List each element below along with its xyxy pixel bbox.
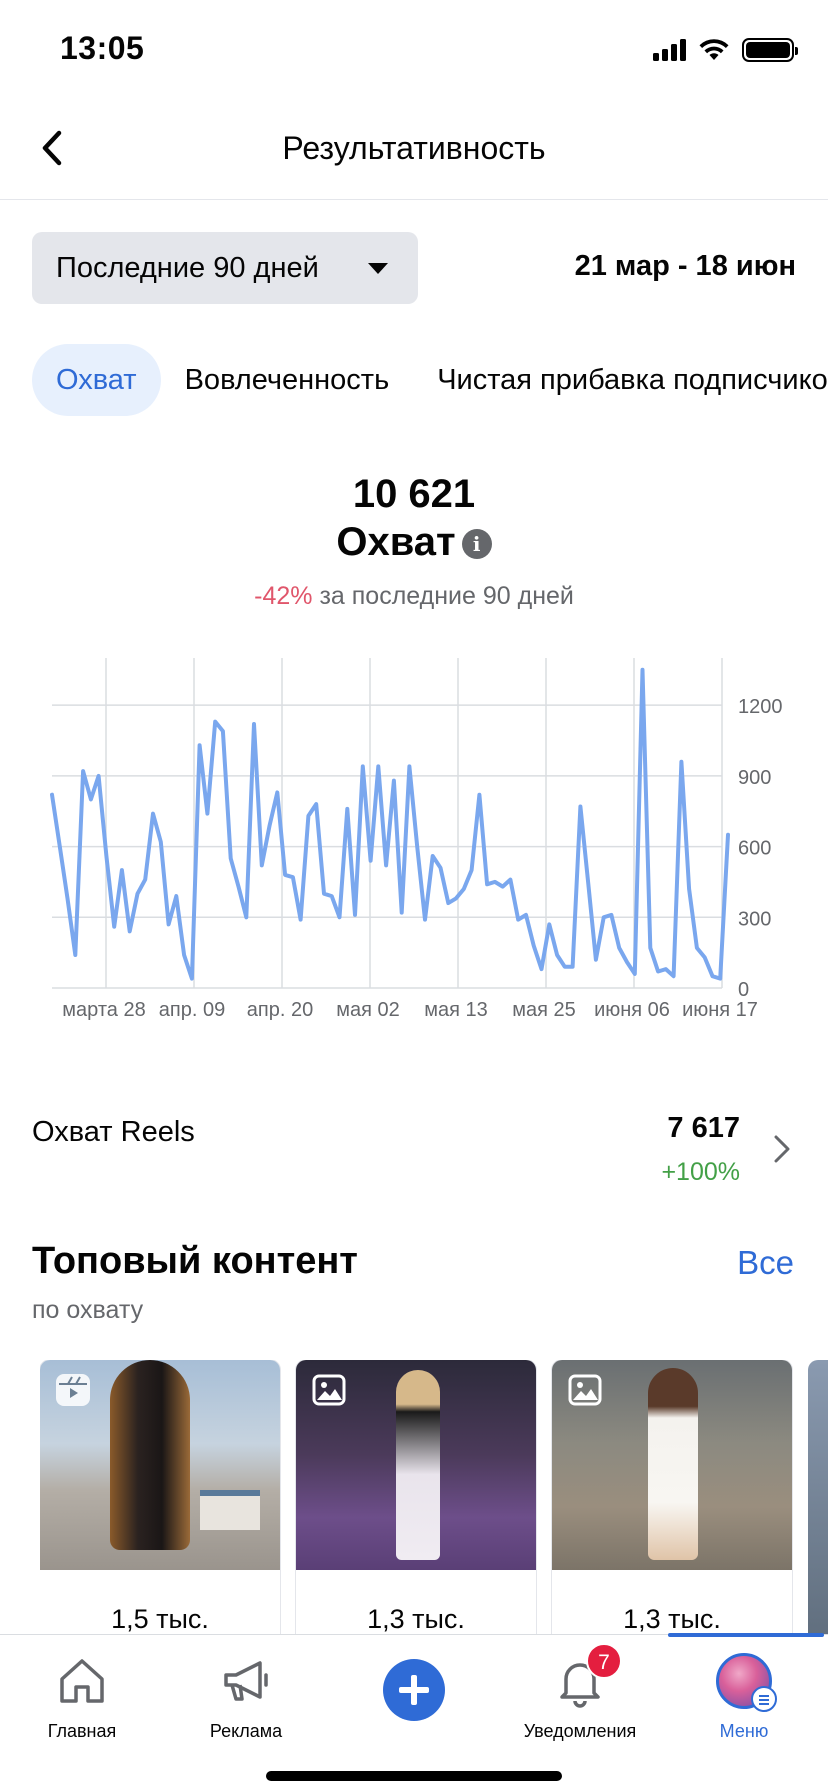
- content-card[interactable]: 1,5 тыс.: [40, 1360, 280, 1640]
- chart-y-tick-label: 600: [738, 838, 771, 860]
- content-reach-value: 1,3 тыс.: [367, 1604, 465, 1634]
- metric-change-percent: -42%: [254, 582, 313, 610]
- chart-y-tick-label: 1200: [738, 696, 783, 718]
- period-dropdown-label: Последние 90 дней: [56, 251, 319, 284]
- chart-series-line: [50, 667, 730, 981]
- nav-create[interactable]: [334, 1653, 494, 1721]
- content-reach-value: 1,5 тыс.: [111, 1604, 209, 1634]
- nav-ads-label: Реклама: [209, 1721, 283, 1741]
- menu-icon: [751, 1686, 777, 1712]
- chevron-right-icon: [774, 1135, 790, 1163]
- plus-icon: [383, 1659, 445, 1721]
- content-card[interactable]: [808, 1360, 828, 1640]
- content-reach-value: 1,3 тыс.: [623, 1604, 721, 1634]
- content-thumbnail: [552, 1360, 792, 1570]
- reels-reach-row[interactable]: Охват Reels 7 617 +100%: [0, 1100, 828, 1200]
- nav-menu-label: Меню: [719, 1721, 769, 1741]
- bell-icon: [560, 1663, 600, 1708]
- home-indicator: [266, 1771, 562, 1781]
- status-icons: [653, 36, 798, 64]
- reels-icon: [56, 1374, 90, 1406]
- chart-x-tick-label: марта 28: [62, 999, 145, 1020]
- photo-icon: [568, 1374, 602, 1406]
- chart-x-tick-label: мая 25: [512, 999, 576, 1020]
- photo-icon: [312, 1374, 346, 1406]
- metric-change: -42% за последние 90 дней: [0, 582, 828, 611]
- chart-y-tick-label: 300: [738, 908, 771, 930]
- status-bar: 13:05: [0, 0, 828, 100]
- battery-icon: [742, 38, 798, 62]
- nav-home[interactable]: Главная: [2, 1653, 162, 1742]
- chart-y-tick-label: 900: [738, 767, 771, 789]
- avatar: [716, 1653, 777, 1712]
- status-time: 13:05: [60, 30, 145, 66]
- back-button[interactable]: [28, 124, 76, 172]
- chevron-left-icon: [42, 130, 62, 166]
- content-card[interactable]: 1,3 тыс.: [552, 1360, 792, 1640]
- metric-label-row: Охват i: [0, 520, 828, 565]
- nav-header: Результативность: [0, 100, 828, 200]
- tab-engagement[interactable]: Вовлеченность: [184, 364, 390, 396]
- metric-label: Охват: [336, 520, 456, 564]
- chart-x-tick-label: апр. 20: [247, 999, 313, 1020]
- tab-reach[interactable]: Охват: [32, 344, 161, 416]
- nav-menu[interactable]: Меню: [664, 1653, 824, 1742]
- period-dropdown[interactable]: Последние 90 дней: [32, 232, 418, 304]
- chart-x-tick-label: мая 02: [336, 999, 400, 1020]
- nav-home-label: Главная: [47, 1721, 117, 1741]
- chart-svg: 0 300 600 900 1200 марта 28 апр. 09 апр. 20 мая …: [50, 658, 783, 1020]
- home-icon: [60, 1659, 104, 1703]
- metric-value: 10 621: [352, 472, 476, 516]
- content-card[interactable]: 1,3 тыс.: [296, 1360, 536, 1640]
- chart-x-tick-label: июня 17: [682, 999, 758, 1020]
- chart-x-tick-label: мая 13: [424, 999, 488, 1020]
- nav-notifications[interactable]: 7 Уведомления: [500, 1643, 660, 1742]
- page-title: Результативность: [282, 130, 546, 166]
- chart-y-tick-label: 0: [738, 979, 749, 1001]
- top-content-carousel: 1,5 тыс. 1,3 тыс. 1,3 тыс.: [40, 1360, 828, 1640]
- wifi-icon: [699, 39, 729, 60]
- reels-reach-value: 7 617: [667, 1112, 740, 1144]
- top-content-subtitle: по охвату: [32, 1296, 144, 1324]
- date-range: 21 мар - 18 июн: [574, 250, 796, 282]
- active-tab-indicator: [668, 1633, 824, 1637]
- top-content-title: Топовый контент: [32, 1240, 358, 1282]
- menu-avatar-wrap: [716, 1653, 777, 1712]
- reach-line-chart: 0 300 600 900 1200 марта 28 апр. 09 апр. 20 мая …: [0, 640, 828, 1020]
- chart-x-tick-label: июня 06: [594, 999, 670, 1020]
- bottom-tab-bar: Главная Реклама 7 Уведомления Меню: [0, 1633, 828, 1792]
- content-thumbnail: [296, 1360, 536, 1570]
- reels-reach-label: Охват Reels: [32, 1116, 195, 1148]
- notification-badge: 7: [586, 1643, 622, 1679]
- bell-icon-wrap: 7: [552, 1643, 622, 1709]
- megaphone-icon: [224, 1661, 268, 1701]
- chart-x-tick-label: апр. 09: [159, 999, 225, 1020]
- metric-tabs: Охват Вовлеченность Чистая прибавка подпис…: [32, 344, 828, 416]
- reels-reach-change: +100%: [661, 1158, 740, 1186]
- cellular-signal-icon: [653, 39, 686, 61]
- caret-down-icon: [368, 263, 388, 274]
- content-thumbnail: [40, 1360, 280, 1570]
- nav-notifications-label: Уведомления: [523, 1721, 637, 1741]
- nav-ads[interactable]: Реклама: [166, 1653, 326, 1742]
- metric-change-suffix: за последние 90 дней: [319, 582, 574, 610]
- see-all-link[interactable]: Все: [737, 1244, 794, 1281]
- tab-net-followers[interactable]: Чистая прибавка подписчиков: [437, 364, 828, 396]
- info-icon[interactable]: i: [461, 529, 492, 559]
